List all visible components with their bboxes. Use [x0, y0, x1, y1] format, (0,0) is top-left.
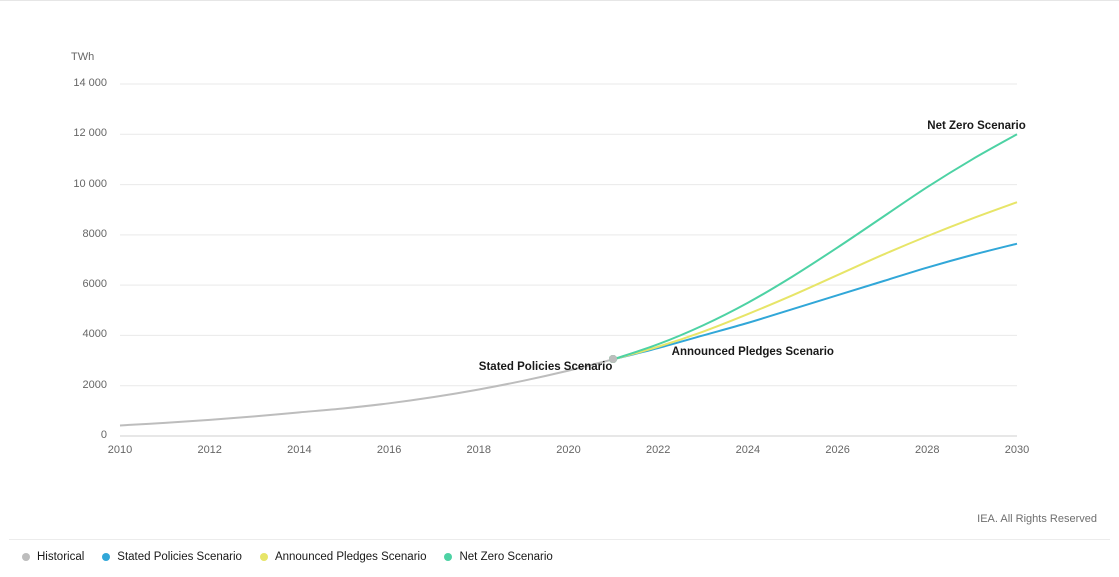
legend-item-stated-policies[interactable]: Stated Policies Scenario	[102, 551, 242, 563]
legend: Historical Stated Policies Scenario Anno…	[22, 551, 553, 563]
legend-item-net-zero[interactable]: Net Zero Scenario	[444, 551, 552, 563]
series-net-zero	[613, 134, 1017, 359]
legend-item-announced-pledges[interactable]: Announced Pledges Scenario	[260, 551, 427, 563]
legend-label: Historical	[37, 551, 84, 563]
legend-dot-icon	[22, 553, 30, 561]
legend-label: Announced Pledges Scenario	[275, 551, 427, 563]
chart-frame: { "chart": { "type": "line", "y_unit_lab…	[0, 0, 1119, 577]
legend-dot-icon	[260, 553, 268, 561]
credit-text: IEA. All Rights Reserved	[977, 513, 1097, 525]
legend-item-historical[interactable]: Historical	[22, 551, 84, 563]
chart-plot	[0, 1, 1119, 501]
annotation-net-zero: Net Zero Scenario	[927, 120, 1025, 132]
annotation-announced-pledges: Announced Pledges Scenario	[672, 346, 834, 358]
legend-divider	[9, 539, 1110, 540]
legend-label: Net Zero Scenario	[459, 551, 552, 563]
legend-dot-icon	[102, 553, 110, 561]
legend-label: Stated Policies Scenario	[117, 551, 242, 563]
annotation-stated-policies: Stated Policies Scenario	[479, 361, 613, 373]
gridlines	[120, 84, 1017, 386]
legend-dot-icon	[444, 553, 452, 561]
